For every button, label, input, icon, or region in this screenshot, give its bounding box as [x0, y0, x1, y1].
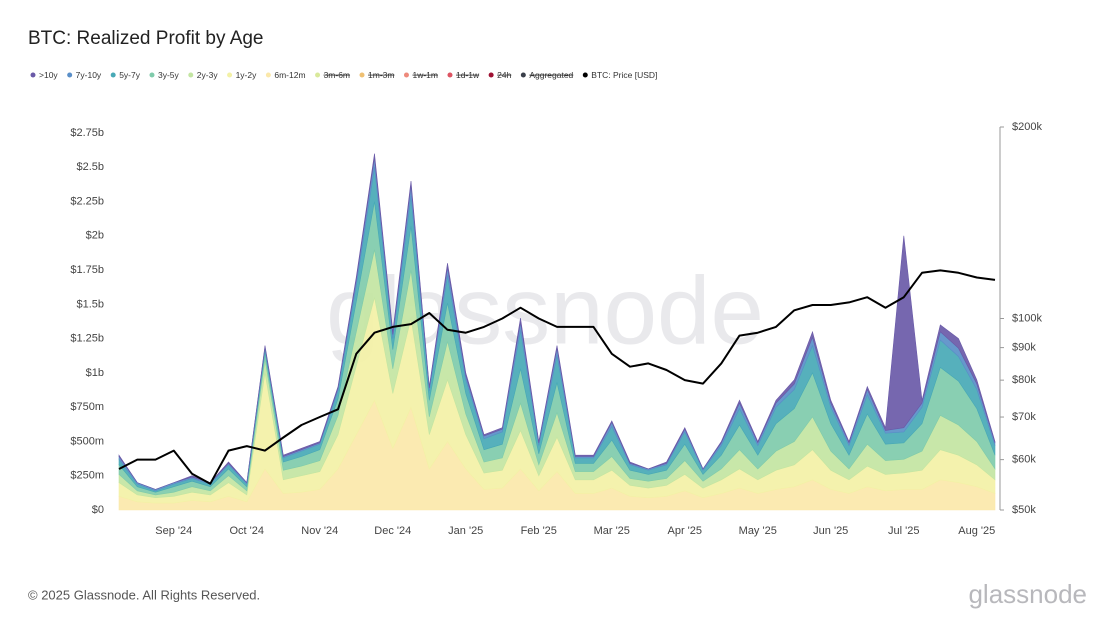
- y-tick-label: $2.5b: [76, 161, 104, 173]
- chart-title: BTC: Realized Profit by Age: [28, 28, 264, 49]
- legend-label[interactable]: 3m-6m: [324, 70, 350, 80]
- x-tick-label: Dec '24: [374, 525, 411, 537]
- y2-tick-label: $100k: [1012, 312, 1042, 324]
- x-tick-label: Mar '25: [594, 525, 630, 537]
- legend-marker: [488, 72, 494, 78]
- legend-marker: [188, 72, 194, 78]
- legend-marker: [149, 72, 155, 78]
- y2-tick-label: $90k: [1012, 342, 1036, 354]
- x-tick-label: Aug '25: [958, 525, 995, 537]
- x-tick-label: Feb '25: [521, 525, 557, 537]
- y-tick-label: $2.75b: [70, 127, 104, 139]
- y-tick-label: $2.25b: [70, 195, 104, 207]
- y-tick-label: $250m: [70, 470, 104, 482]
- y-tick-label: $1b: [86, 367, 104, 379]
- legend-label[interactable]: 1d-1w: [456, 70, 480, 80]
- legend-label[interactable]: 3y-5y: [158, 70, 180, 80]
- y-tick-label: $1.5b: [76, 298, 104, 310]
- legend-marker: [265, 72, 271, 78]
- x-tick-label: Jan '25: [448, 525, 483, 537]
- legend-marker: [67, 72, 73, 78]
- y2-tick-label: $80k: [1012, 374, 1036, 386]
- legend-label[interactable]: 1m-3m: [368, 70, 394, 80]
- y-tick-label: $500m: [70, 435, 104, 447]
- area: [118, 153, 996, 490]
- y-tick-label: $1.25b: [70, 333, 104, 345]
- legend-marker: [315, 72, 321, 78]
- legend-marker: [582, 72, 588, 78]
- y2-tick-label: $70k: [1012, 411, 1036, 423]
- legend-label[interactable]: 2y-3y: [197, 70, 219, 80]
- y2-tick-label: $50k: [1012, 504, 1036, 516]
- y-tick-label: $2b: [86, 230, 104, 242]
- legend-label[interactable]: 6m-12m: [274, 70, 305, 80]
- x-tick-label: May '25: [739, 525, 777, 537]
- legend-label[interactable]: 5y-7y: [119, 70, 141, 80]
- x-tick-label: Nov '24: [301, 525, 338, 537]
- legend-marker: [110, 72, 116, 78]
- y-tick-label: $750m: [70, 401, 104, 413]
- y2-tick-label: $200k: [1012, 121, 1042, 133]
- legend-label[interactable]: >10y: [39, 70, 58, 80]
- y2-tick-label: $60k: [1012, 454, 1036, 466]
- legend-marker: [227, 72, 233, 78]
- legend-marker: [520, 72, 526, 78]
- logo: glassnode: [968, 579, 1087, 609]
- legend-marker: [447, 72, 453, 78]
- footer: © 2025 Glassnode. All Rights Reserved.: [28, 587, 260, 602]
- legend-label[interactable]: 1y-2y: [236, 70, 258, 80]
- legend-marker: [359, 72, 365, 78]
- plot-area: [118, 153, 996, 511]
- legend-label[interactable]: Aggregated: [529, 70, 573, 80]
- x-tick-label: Apr '25: [667, 525, 702, 537]
- legend-label[interactable]: 1w-1m: [412, 70, 438, 80]
- x-tick-label: Jul '25: [888, 525, 919, 537]
- x-tick-label: Oct '24: [229, 525, 264, 537]
- legend-label[interactable]: 7y-10y: [76, 70, 102, 80]
- legend-marker: [403, 72, 409, 78]
- x-tick-label: Jun '25: [813, 525, 848, 537]
- x-tick-label: Sep '24: [155, 525, 192, 537]
- y-tick-label: $1.75b: [70, 264, 104, 276]
- price-line: [118, 269, 996, 485]
- legend-marker: [30, 72, 36, 78]
- legend-label[interactable]: BTC: Price [USD]: [591, 70, 657, 80]
- y-tick-label: $0: [92, 504, 104, 516]
- legend-label[interactable]: 24h: [497, 70, 511, 80]
